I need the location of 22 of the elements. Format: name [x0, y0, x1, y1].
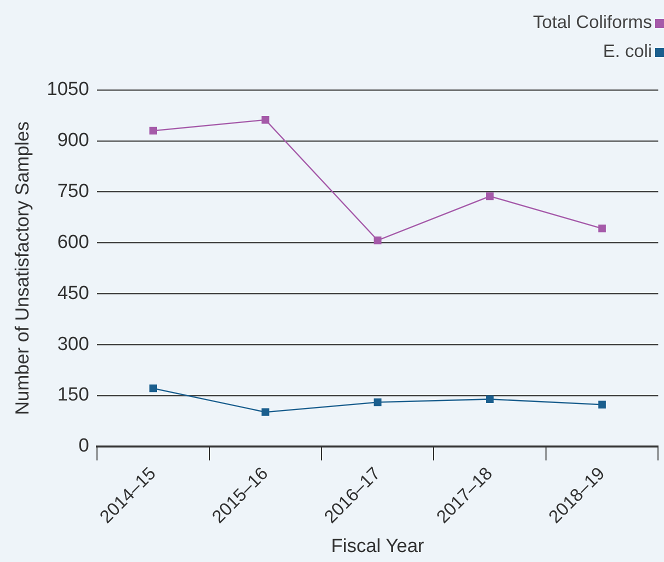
point: [374, 236, 382, 244]
legend-label: E. coli: [602, 41, 652, 61]
point: [486, 395, 494, 404]
y-tick-label: 1050: [46, 79, 90, 100]
y-tick-label: 0: [78, 436, 90, 457]
y-tick-label: 150: [57, 384, 90, 406]
point: [374, 398, 382, 406]
y-tick-label: 300: [57, 334, 90, 355]
y-tick-label: 600: [57, 232, 90, 253]
y-tick-label: 900: [57, 130, 90, 152]
x-axis-title: Fiscal Year: [331, 536, 425, 557]
point: [149, 126, 158, 135]
point: [262, 408, 270, 416]
legend-label: Total Coliforms: [532, 12, 652, 32]
y-tick-label: 750: [57, 181, 90, 202]
point: [598, 224, 606, 232]
point: [149, 384, 158, 392]
point: [262, 116, 270, 124]
y-axis-title: Number of Unsatisfactory Samples: [12, 121, 34, 415]
point: [486, 192, 494, 200]
point: [598, 400, 606, 408]
y-tick-label: 450: [57, 282, 90, 304]
